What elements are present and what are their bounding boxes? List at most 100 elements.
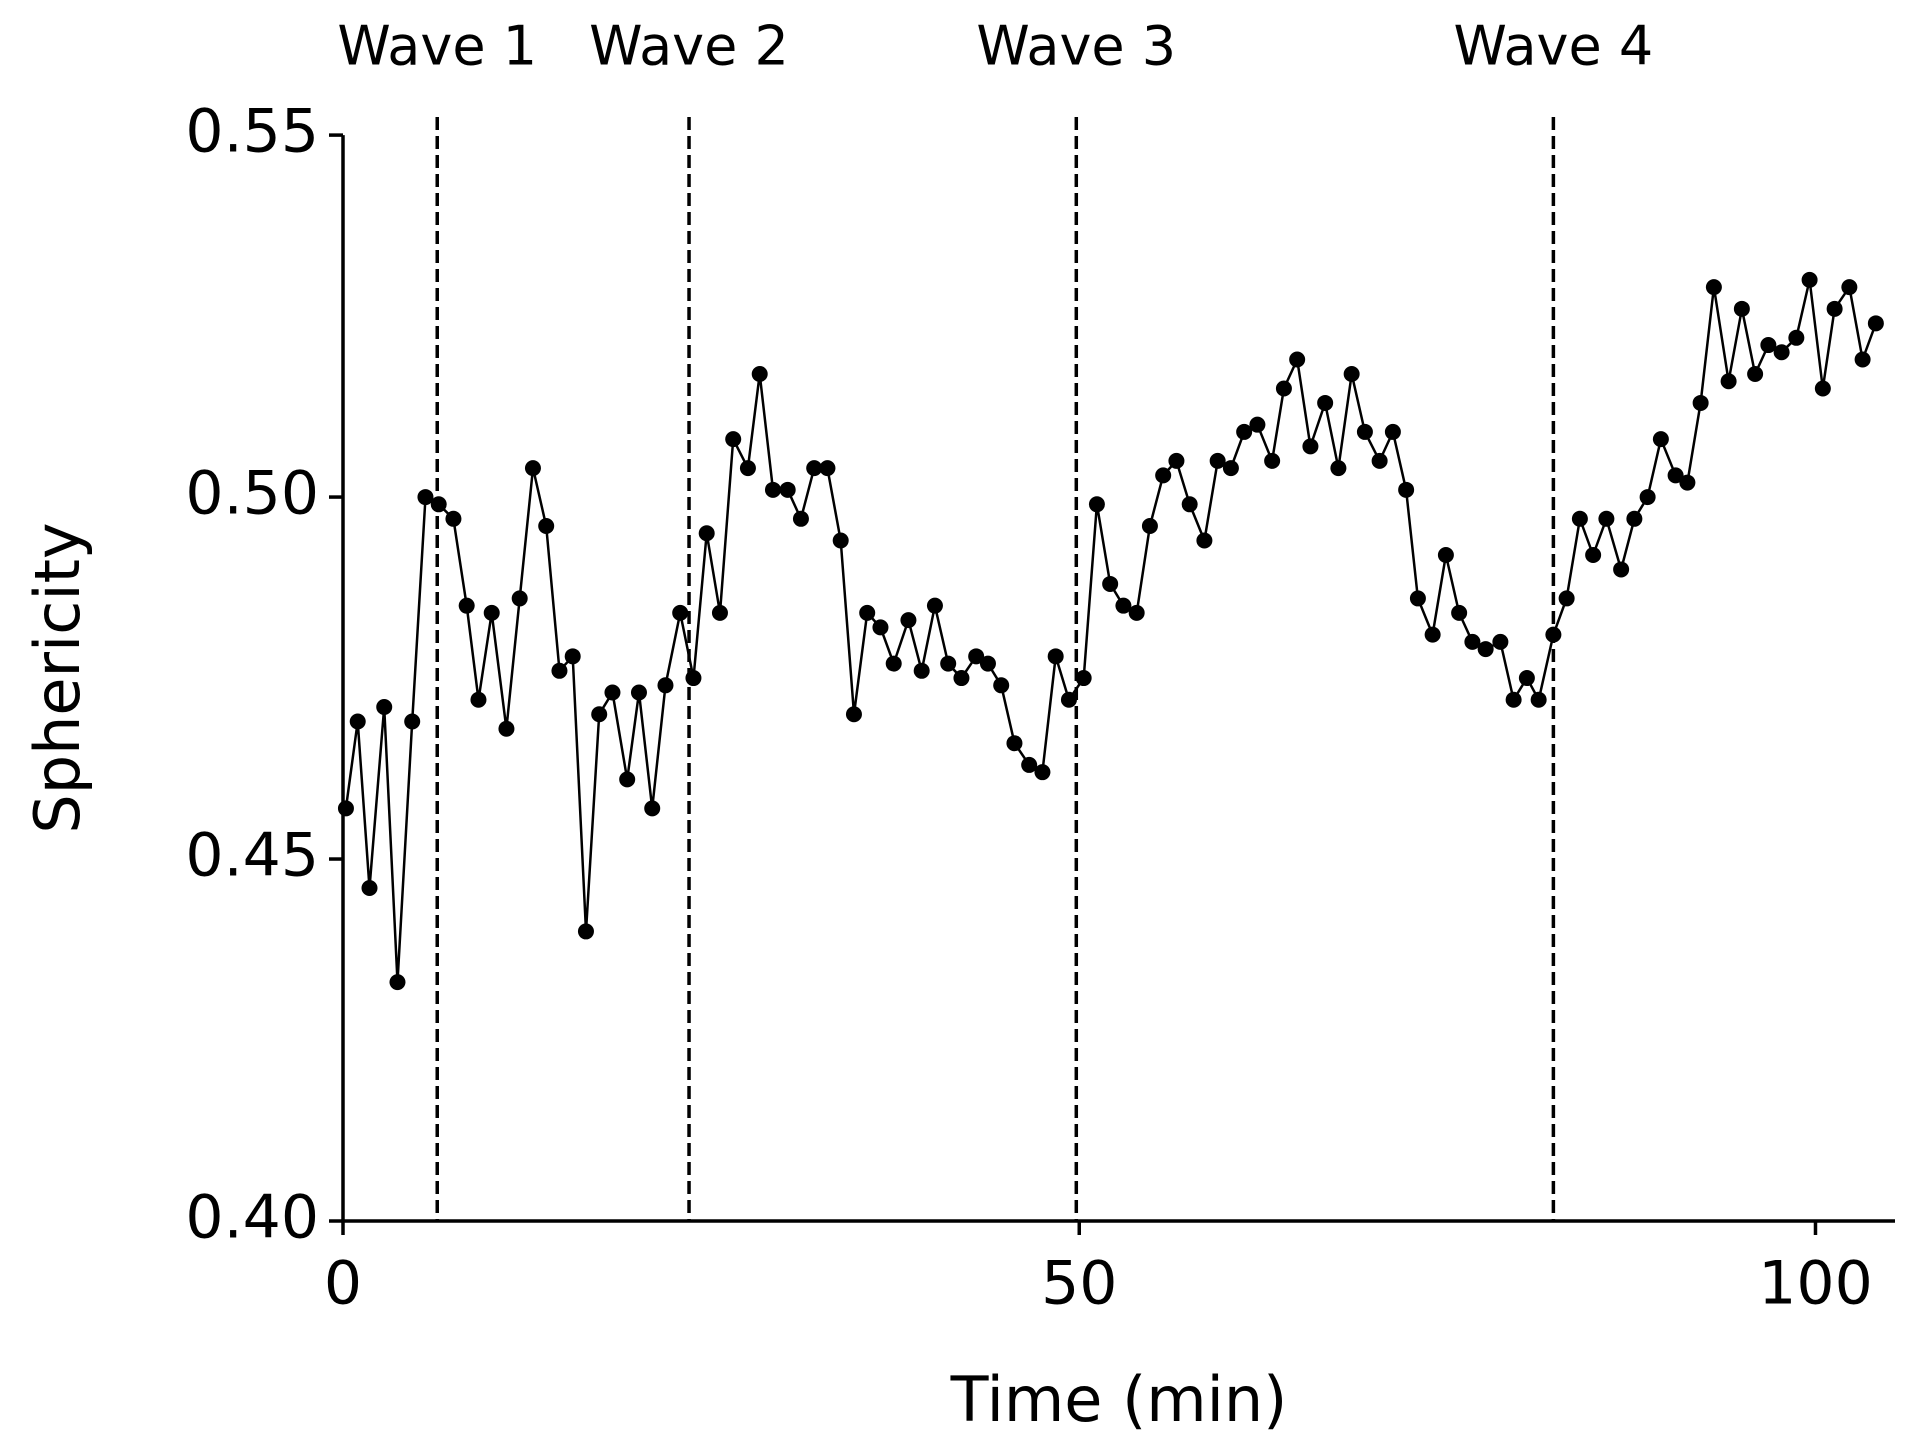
data-point	[1302, 438, 1319, 455]
data-point	[764, 481, 781, 498]
data-point	[751, 365, 768, 382]
data-point	[1733, 300, 1750, 317]
data-point	[819, 460, 836, 477]
data-point	[1492, 633, 1509, 650]
data-point	[1841, 279, 1858, 296]
data-point	[577, 923, 594, 940]
data-point	[993, 677, 1010, 694]
data-point	[1075, 670, 1092, 687]
y-tick-label: 0.45	[185, 821, 319, 891]
data-point	[1343, 365, 1360, 382]
x-axis-title: Time (min)	[950, 1363, 1288, 1436]
data-point	[1705, 279, 1722, 296]
data-point	[792, 510, 809, 527]
data-point	[1613, 561, 1630, 578]
data-point	[1222, 460, 1239, 477]
data-point	[1155, 467, 1172, 484]
wave-label: Wave 3	[976, 15, 1176, 78]
y-tick-label: 0.40	[185, 1183, 319, 1253]
y-tick-label: 0.55	[185, 97, 319, 167]
data-point	[1530, 691, 1547, 708]
data-point	[604, 684, 621, 701]
data-point	[1545, 626, 1562, 643]
data-point	[1760, 337, 1777, 354]
data-point	[1141, 518, 1158, 535]
data-point	[430, 496, 447, 513]
data-point	[672, 604, 689, 621]
data-point	[940, 655, 957, 672]
data-point	[698, 525, 715, 542]
wave-label: Wave 1	[337, 15, 537, 78]
data-point	[1275, 380, 1292, 397]
data-point	[900, 612, 917, 629]
data-point	[872, 619, 889, 636]
data-point	[1679, 474, 1696, 491]
data-point	[1102, 575, 1119, 592]
wave-label: Wave 2	[589, 15, 789, 78]
data-point	[564, 648, 581, 665]
data-point	[389, 974, 406, 991]
data-point	[417, 489, 434, 506]
data-point	[630, 684, 647, 701]
data-point	[1371, 452, 1388, 469]
wave-label: Wave 4	[1454, 15, 1654, 78]
data-point	[1047, 648, 1064, 665]
data-point	[739, 460, 756, 477]
data-line	[344, 278, 1878, 984]
data-point	[1867, 315, 1884, 332]
data-point	[644, 800, 661, 817]
x-tick-label: 0	[324, 1249, 362, 1319]
data-point	[725, 431, 742, 448]
data-point	[1692, 394, 1709, 411]
data-point	[1773, 344, 1790, 361]
data-point	[1518, 670, 1535, 687]
data-point	[1826, 300, 1843, 317]
data-point	[1209, 452, 1226, 469]
data-point	[913, 662, 930, 679]
data-point	[337, 800, 354, 817]
data-point	[498, 720, 515, 737]
data-point	[1814, 380, 1831, 397]
data-point	[349, 713, 366, 730]
data-point	[1181, 496, 1198, 513]
data-point	[524, 460, 541, 477]
data-point	[1801, 271, 1818, 288]
data-point	[1289, 351, 1306, 368]
data-point	[1115, 597, 1132, 614]
data-point	[470, 691, 487, 708]
data-point	[979, 655, 996, 672]
data-point	[1398, 481, 1415, 498]
data-point	[1330, 460, 1347, 477]
data-point	[657, 677, 674, 694]
data-point	[1585, 546, 1602, 563]
x-tick-label: 50	[1041, 1249, 1117, 1319]
data-point	[1236, 423, 1253, 440]
data-point	[968, 648, 985, 665]
data-point	[1384, 423, 1401, 440]
data-point	[1652, 431, 1669, 448]
data-point	[1505, 691, 1522, 708]
data-point	[1667, 467, 1684, 484]
data-point	[1788, 329, 1805, 346]
data-point	[376, 699, 393, 716]
data-point	[458, 597, 475, 614]
data-point	[779, 481, 796, 498]
data-point	[1720, 373, 1737, 390]
data-point	[1598, 510, 1615, 527]
data-point	[1060, 691, 1077, 708]
x-tick-label: 100	[1758, 1249, 1873, 1319]
data-point	[1477, 641, 1494, 658]
data-point	[1034, 764, 1051, 781]
data-point	[859, 604, 876, 621]
data-point	[1317, 394, 1334, 411]
data-point	[1451, 604, 1468, 621]
data-point	[845, 706, 862, 723]
data-point	[445, 510, 462, 527]
data-point	[1626, 510, 1643, 527]
data-point	[806, 460, 823, 477]
data-point	[483, 604, 500, 621]
data-point	[1854, 351, 1871, 368]
data-point	[1464, 633, 1481, 650]
data-point	[953, 670, 970, 687]
